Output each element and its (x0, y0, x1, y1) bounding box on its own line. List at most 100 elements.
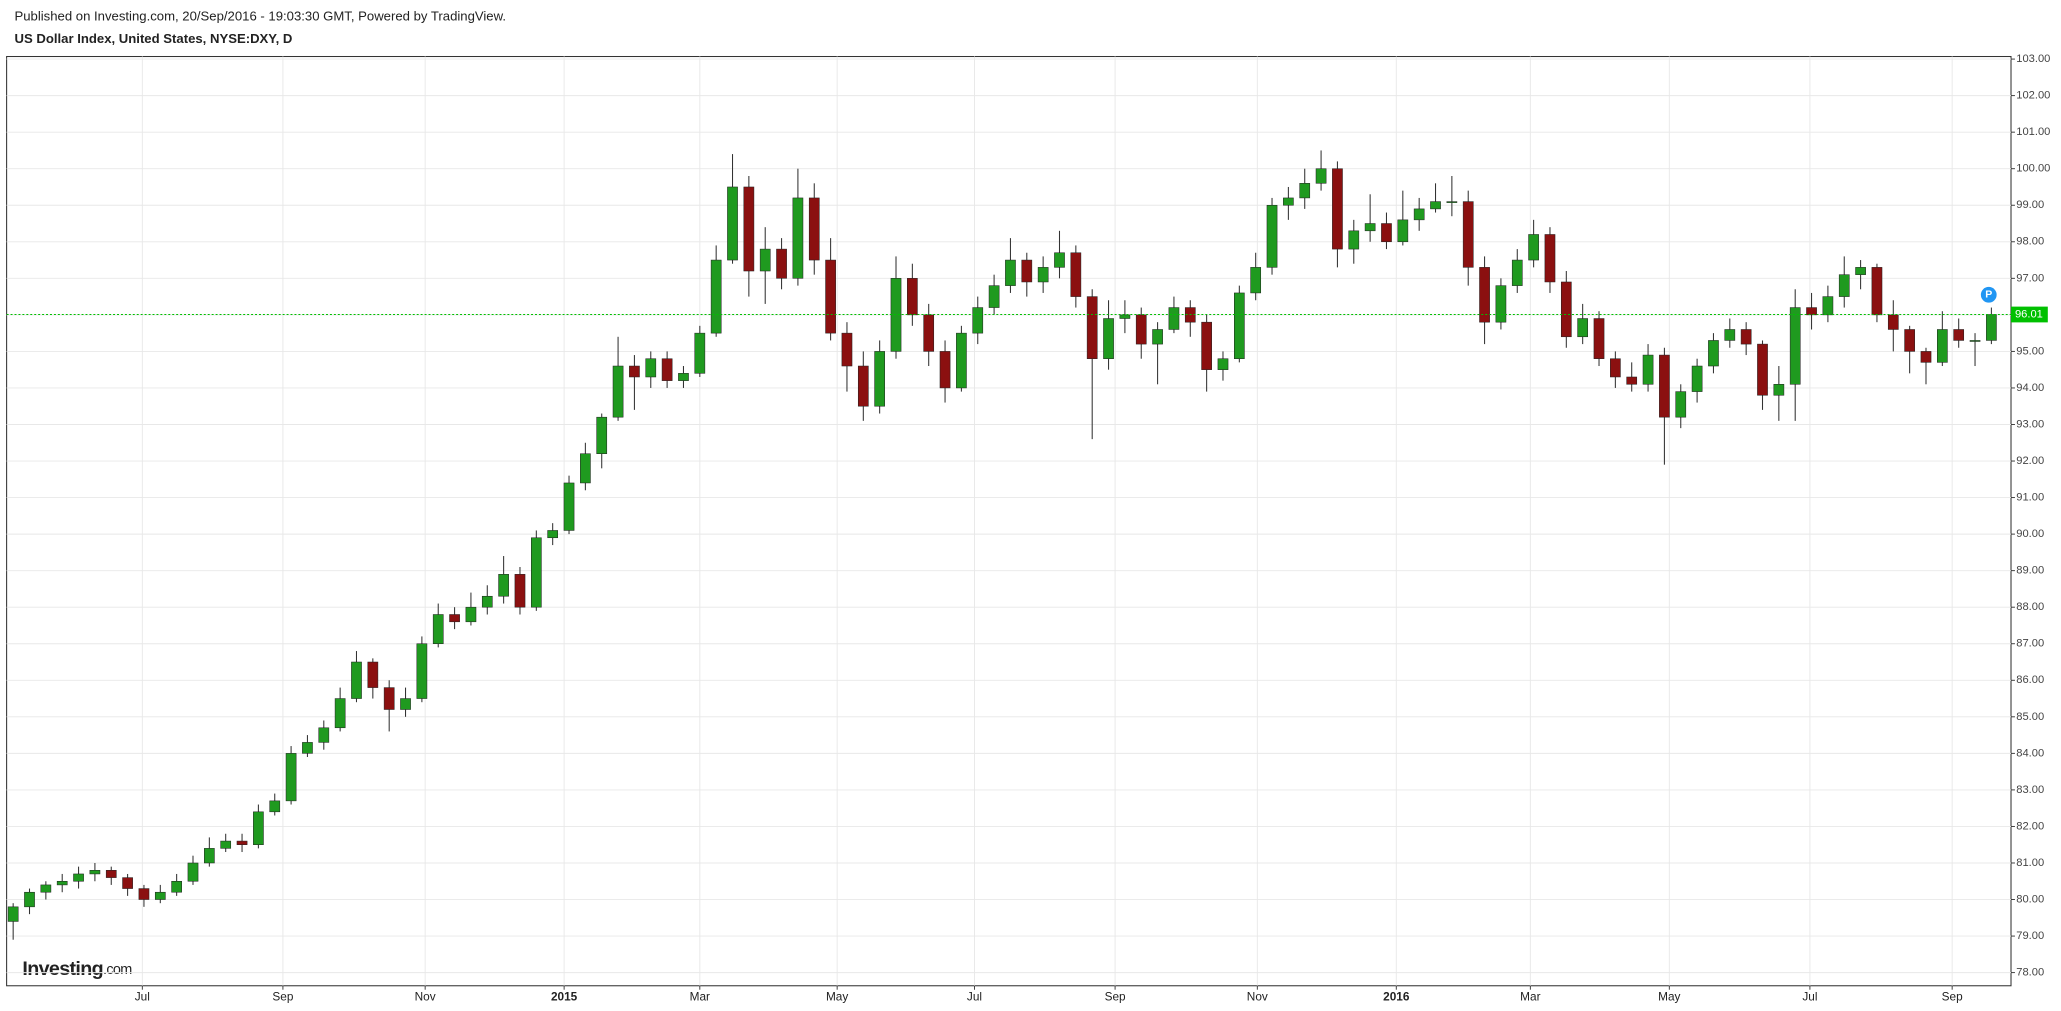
candle-body (432, 614, 444, 644)
candle-body (220, 840, 232, 849)
candle-body (1315, 168, 1327, 184)
logo-suffix: .com (103, 962, 132, 978)
candle-body (285, 753, 297, 802)
candle-body (334, 698, 346, 729)
y-tick-label: 94.00 (2016, 382, 2044, 394)
candle-body (481, 595, 493, 608)
x-tick-label: Nov (1247, 990, 1268, 1004)
candle-body (1920, 351, 1932, 363)
candle-body (972, 307, 984, 334)
y-tick-label: 80.00 (2016, 893, 2044, 905)
candle-body (1969, 340, 1981, 342)
x-tick-label: Mar (1520, 990, 1540, 1004)
x-tick-label: 2016 (1383, 990, 1410, 1004)
candle-body (1577, 318, 1588, 338)
x-tick-label: 2015 (551, 990, 578, 1004)
y-tick-label: 78.00 (2016, 967, 2044, 979)
published-note: Published on Investing.com, 20/Sep/2016 … (15, 9, 507, 24)
candle-body (694, 332, 706, 374)
candle-body (400, 698, 411, 710)
x-tick-label: May (1658, 990, 1680, 1004)
candle-body (710, 259, 722, 334)
y-tick-label: 82.00 (2016, 820, 2044, 832)
candle-body (416, 643, 428, 699)
candle-body (727, 186, 738, 261)
y-tick-label: 93.00 (2016, 418, 2044, 430)
candle-body (1953, 329, 1965, 341)
candle-body (1054, 252, 1065, 268)
candle-body (956, 332, 967, 389)
x-tick-label: Mar (690, 990, 710, 1004)
candle-body (612, 365, 624, 418)
candle-body (7, 906, 19, 922)
candle-body (580, 453, 591, 484)
candle-body (1299, 183, 1311, 199)
x-tick-label: Jul (135, 990, 150, 1004)
candle-body (514, 574, 526, 608)
candle-body (1560, 281, 1572, 338)
candle-body (105, 870, 117, 878)
x-tick-label: Nov (415, 990, 436, 1004)
candle-body (498, 574, 509, 597)
candle-body (1642, 354, 1654, 385)
x-tick-label: Jul (967, 990, 982, 1004)
candle-body (1740, 329, 1752, 345)
y-tick-label: 84.00 (2016, 747, 2044, 759)
last-price-box (2011, 306, 2048, 323)
candle-body (1250, 267, 1262, 294)
candle-body (596, 416, 608, 454)
logo-name: Investing (22, 958, 103, 980)
candle-body (351, 661, 362, 699)
candle-body (40, 884, 52, 893)
marker-label: P (1985, 289, 1992, 301)
candle-body (1855, 267, 1866, 275)
grid (6, 56, 2012, 986)
candle-body (269, 800, 281, 813)
y-tick-label: 92.00 (2016, 455, 2044, 467)
candle-body (1037, 267, 1049, 283)
candle-body (1610, 358, 1621, 378)
candle-body (1021, 259, 1033, 283)
marker-badge (1980, 286, 1997, 303)
candle-body (743, 186, 755, 272)
y-tick-label: 95.00 (2016, 345, 2044, 357)
candle-body (841, 332, 853, 367)
candle-body (1626, 376, 1638, 385)
x-tick-label: Sep (1942, 990, 1963, 1004)
candle-body (122, 877, 133, 889)
candle-body (138, 888, 150, 900)
candle-body (1871, 267, 1883, 316)
candle-body (1887, 314, 1899, 330)
candle-body (874, 351, 885, 407)
candle-body (1119, 314, 1131, 319)
candle-body (530, 537, 542, 608)
chart-title: US Dollar Index, United States, NYSE:DXY… (15, 31, 293, 46)
candle-body (907, 278, 918, 316)
candle-body (449, 614, 460, 623)
candle-body (1495, 285, 1507, 323)
y-tick-label: 97.00 (2016, 272, 2044, 284)
candle-body (661, 358, 673, 381)
candle-body (1005, 259, 1016, 286)
candle-body (1201, 321, 1212, 370)
candle-body (1691, 365, 1703, 392)
candle-body (1675, 391, 1687, 418)
candle-body (1446, 201, 1458, 203)
candle-body (857, 365, 869, 407)
x-tick-label: May (826, 990, 848, 1004)
candle-body (1789, 307, 1801, 385)
candle-body (939, 351, 951, 389)
candle-body (923, 314, 935, 352)
candle-body (1348, 230, 1360, 250)
y-tick-label: 85.00 (2016, 711, 2044, 723)
candle-body (1413, 208, 1425, 221)
candle-body (1283, 197, 1294, 206)
candle-body (1659, 354, 1670, 418)
y-tick-label: 99.00 (2016, 199, 2044, 211)
candle-body (302, 742, 313, 754)
candle-body (1511, 259, 1523, 286)
y-tick-label: 103.00 (2016, 53, 2050, 65)
x-tick-label: Sep (272, 990, 293, 1004)
candle-body (1838, 274, 1850, 297)
candle-body (678, 373, 689, 381)
